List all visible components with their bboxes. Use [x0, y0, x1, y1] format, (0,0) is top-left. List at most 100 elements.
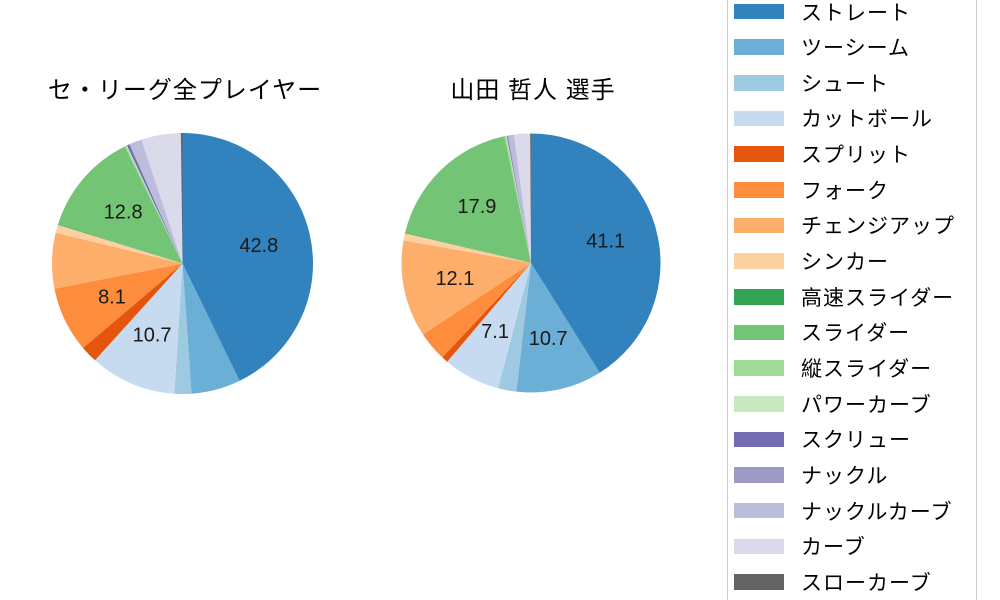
- pie-slice-シュート: [174, 263, 192, 395]
- pie-slice-カーブ: [513, 133, 531, 263]
- legend-item-15: カーブ: [734, 535, 866, 559]
- legend-swatch: [734, 217, 784, 234]
- legend-label: フォーク: [801, 179, 889, 203]
- legend-swatch: [734, 289, 784, 305]
- legend-label: カーブ: [801, 536, 866, 560]
- legend-label: ナックルカーブ: [801, 500, 953, 524]
- legend-swatch: [734, 324, 784, 341]
- pie-slice-高速スライダー: [404, 232, 531, 263]
- pie-value-label: 42.8: [239, 235, 278, 257]
- pie-slice-ナックル: [507, 135, 531, 263]
- pie-slice-ナックルカーブ: [508, 134, 531, 263]
- legend-label: シュート: [801, 72, 889, 96]
- pie-slice-スローカーブ: [180, 133, 183, 264]
- legend-label: スプリット: [801, 144, 911, 168]
- legend-label: 縦スライダー: [801, 358, 933, 382]
- legend-label: スローカーブ: [801, 572, 932, 596]
- legend-item-4: スプリット: [734, 143, 911, 167]
- legend-label: シンカー: [801, 251, 889, 275]
- legend-swatch: [734, 396, 784, 412]
- legend-label: スクリュー: [801, 429, 911, 453]
- pie-slice-スライダー: [58, 146, 183, 264]
- pie-slice-シンカー: [403, 233, 531, 263]
- legend-label: カットボール: [801, 108, 933, 132]
- pie-slice-チェンジアップ: [401, 240, 531, 335]
- legend-swatch: [734, 39, 784, 55]
- legend-item-9: スライダー: [734, 321, 910, 345]
- legend-label: ストレート: [801, 1, 911, 25]
- pie-slice-スローカーブ: [530, 133, 531, 263]
- pie-slice-縦スライダー: [124, 145, 183, 264]
- pie-value-label: 10.7: [529, 328, 568, 350]
- legend-label: ナックル: [801, 465, 889, 489]
- legend-swatch: [734, 467, 784, 483]
- legend-item-1: ツーシーム: [734, 36, 910, 60]
- pie-slice-カーブ: [141, 133, 183, 264]
- legend-label: 高速スライダー: [801, 286, 955, 310]
- pie-slice-シュート: [498, 263, 531, 392]
- legend-swatch: [734, 110, 784, 127]
- legend-item-13: ナックル: [734, 464, 888, 488]
- legend-item-0: ストレート: [734, 1, 911, 25]
- pie-slice-カットボール: [94, 263, 183, 394]
- legend-swatch: [734, 3, 784, 20]
- pie-slice-ツーシーム: [182, 263, 240, 394]
- pie-slice-スクリュー: [126, 144, 183, 264]
- legend-item-2: シュート: [734, 72, 889, 96]
- pie-slice-高速スライダー: [57, 223, 183, 264]
- legend: ストレートツーシームシュートカットボール スプリットフォークチェンジアップ シンカー…: [727, 0, 977, 600]
- pie-slice-パワーカーブ: [505, 135, 531, 263]
- legend-swatch: [734, 146, 784, 162]
- pie-slice-スプリット: [442, 263, 531, 362]
- legend-item-12: スクリュー: [734, 428, 911, 452]
- pie-value-label: 12.8: [104, 201, 143, 223]
- legend-swatch: [734, 502, 784, 519]
- pie-slice-シンカー: [55, 224, 183, 264]
- pie-slice-スプリット: [83, 263, 183, 361]
- legend-swatch: [734, 253, 784, 269]
- pie-slice-ストレート: [531, 133, 661, 373]
- legend-item-3: カットボール: [734, 107, 933, 131]
- pie-value-label: 8.1: [98, 287, 126, 309]
- pie-slice-ストレート: [182, 133, 313, 381]
- legend-item-14: ナックルカーブ: [734, 500, 952, 524]
- pie-slice-縦スライダー: [504, 135, 531, 263]
- legend-swatch: [734, 182, 784, 198]
- legend-swatch: [734, 538, 784, 555]
- legend-item-16: スローカーブ: [734, 571, 932, 595]
- legend-item-6: チェンジアップ: [734, 214, 955, 238]
- pie-slice-パワーカーブ: [126, 145, 183, 264]
- legend-item-8: 高速スライダー: [734, 286, 954, 310]
- left-pie-title: セ・リーグ全プレイヤー: [47, 77, 323, 104]
- right-pie-title: 山田 哲人 選手: [450, 77, 616, 104]
- pie-slice-ナックルカーブ: [129, 139, 183, 264]
- pie-slice-スクリュー: [506, 135, 531, 263]
- pie-value-label: 10.7: [133, 325, 172, 347]
- pie-slice-チェンジアップ: [51, 232, 183, 289]
- pie-slice-ナックル: [129, 144, 183, 264]
- legend-swatch: [734, 574, 784, 590]
- pie-slice-カットボール: [447, 263, 531, 389]
- pie-slice-スライダー: [405, 136, 531, 263]
- legend-item-5: フォーク: [734, 179, 889, 203]
- legend-swatch: [734, 360, 784, 376]
- legend-swatch: [734, 431, 784, 448]
- legend-item-11: パワーカーブ: [734, 393, 932, 417]
- legend-item-10: 縦スライダー: [734, 357, 932, 381]
- pie-value-label: 7.1: [481, 321, 509, 343]
- legend-label: ツーシーム: [801, 37, 910, 61]
- pie-value-label: 17.9: [457, 196, 496, 218]
- pie-slice-フォーク: [54, 263, 183, 348]
- legend-label: パワーカーブ: [801, 393, 932, 417]
- pie-value-label: 41.1: [586, 231, 625, 253]
- legend-label: スライダー: [801, 322, 911, 346]
- legend-label: チェンジアップ: [801, 215, 955, 239]
- pie-value-label: 12.1: [435, 268, 474, 290]
- pie-slice-フォーク: [422, 263, 531, 358]
- legend-swatch: [734, 75, 784, 91]
- legend-item-7: シンカー: [734, 250, 889, 274]
- pie-slice-ツーシーム: [516, 263, 600, 393]
